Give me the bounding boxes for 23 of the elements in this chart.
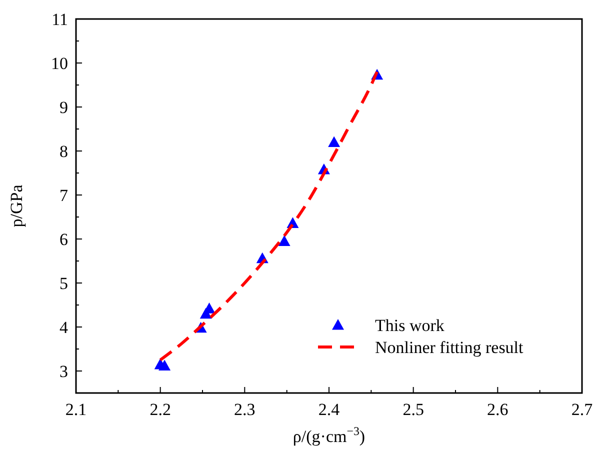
y-tick-label: 3 [60, 362, 68, 381]
x-tick-label: 2.5 [402, 400, 424, 419]
y-tick-label: 5 [60, 274, 68, 293]
x-axis-title: ρ/(g·cm$^{−3}$) [292, 424, 366, 446]
y-tick-label: 8 [60, 142, 68, 161]
x-tick-label: 2.1 [65, 400, 87, 419]
x-tick-label: 2.2 [150, 400, 171, 419]
y-tick-label: 9 [60, 98, 68, 117]
y-tick-label: 10 [51, 54, 68, 73]
point [328, 136, 340, 147]
x-tick-label: 2.3 [234, 400, 256, 419]
x-tick-label: 2.4 [318, 400, 340, 419]
y-tick-label: 11 [52, 10, 68, 29]
y-tick-label: 4 [60, 318, 68, 337]
legend-label: Nonliner fitting result [375, 338, 524, 357]
x-tick-label: 2.6 [487, 400, 508, 419]
point [158, 360, 171, 371]
legend-label: This work [375, 316, 445, 335]
y-tick-label: 7 [60, 186, 68, 205]
point [278, 235, 290, 246]
x-tick-label: 2.7 [571, 400, 594, 419]
y-axis-title: p/GPa [7, 184, 26, 228]
y-tick-label: 6 [60, 230, 68, 249]
